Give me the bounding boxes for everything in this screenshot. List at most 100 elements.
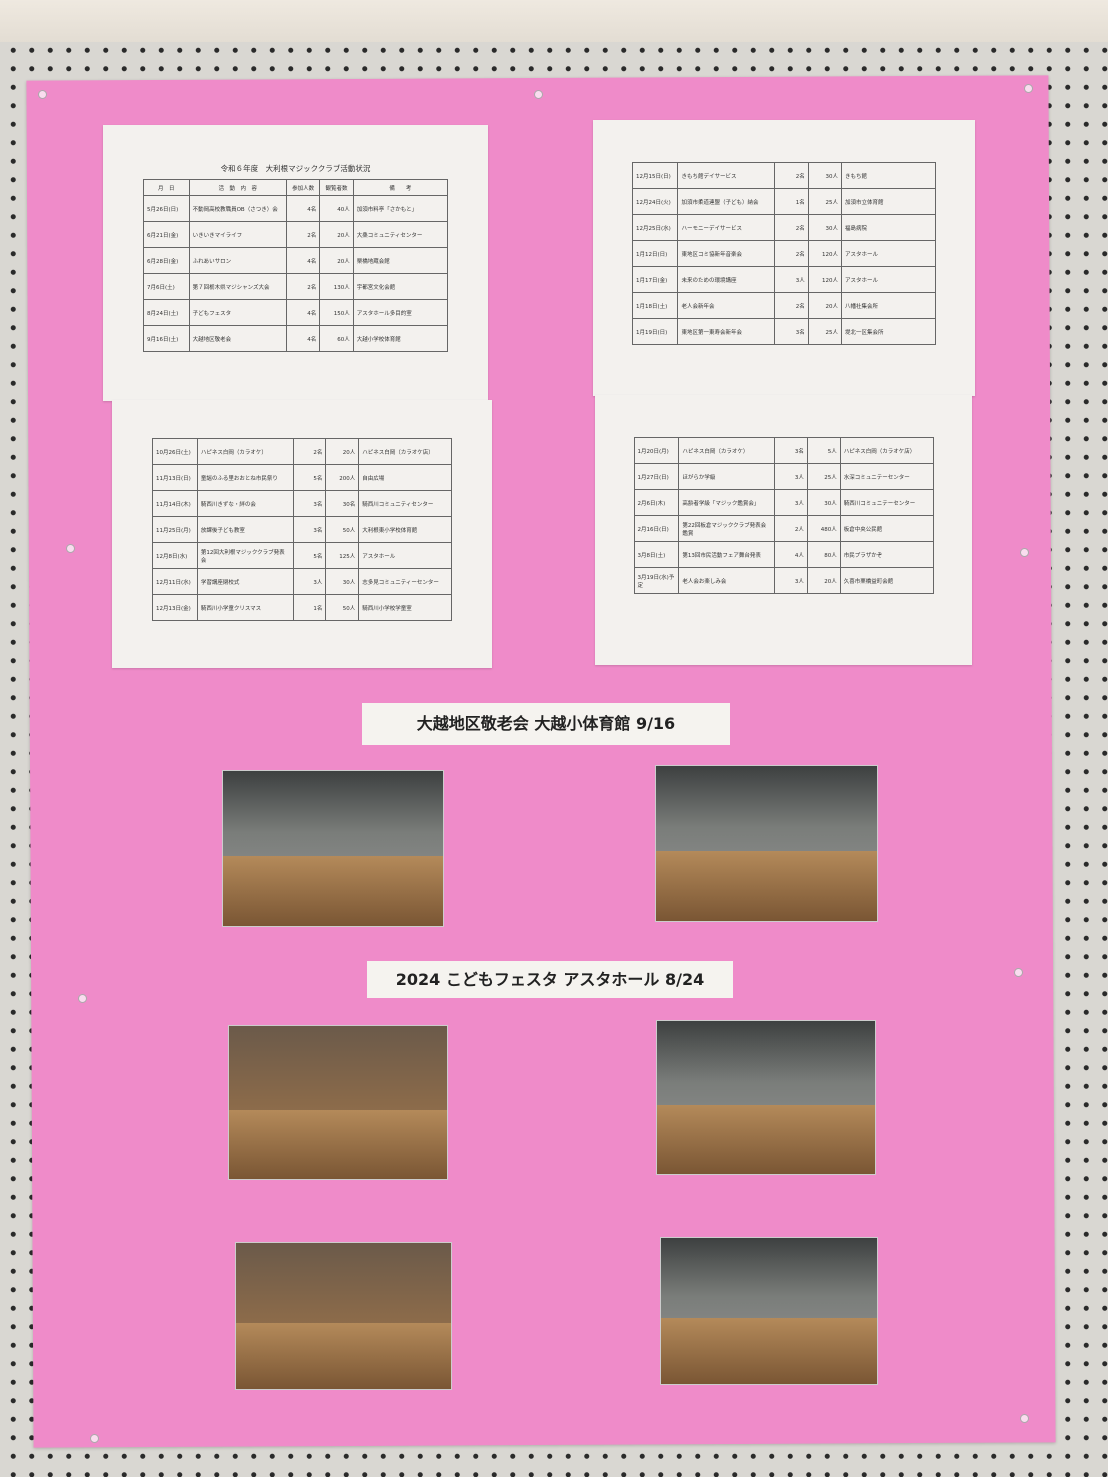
cell-date: 3月19日(水)予定 (633, 567, 680, 594)
header-activity: 活 動 内 容 (188, 179, 287, 196)
cell-date: 11月14日(木) (152, 490, 198, 517)
photo-keirokai-audience (222, 770, 444, 927)
cell-location: 自由広場 (358, 464, 452, 491)
cell-date: 1月12日(日) (631, 240, 679, 267)
cell-participants: 3人 (774, 567, 808, 594)
cell-activity: 第13回市民活動フェア舞台発表 (678, 541, 776, 568)
banner-keirokai: 大越地区敬老会 大越小体育館 9/16 (362, 703, 730, 745)
pushpin (1014, 968, 1023, 977)
cell-audience: 25人 (807, 318, 843, 345)
cell-location: 久喜市栗橋益町会館 (839, 567, 934, 594)
cell-date: 12月11日(水) (152, 568, 198, 595)
cell-participants: 5名 (292, 464, 327, 491)
table-row: 1月27日(日) ほがらか学級 3人 25人 水深コミュニテーセンター (633, 463, 934, 490)
cell-date: 5月26日(日) (143, 195, 190, 222)
cell-participants: 3人 (774, 463, 808, 490)
cell-activity: 学習講座閉校式 (196, 568, 294, 595)
cell-participants: 3名 (774, 437, 808, 464)
table-row: 12月13日(金) 騎西川小学童クリスマス 1名 50人 騎西川小学校学童室 (152, 594, 452, 621)
schedule-table: 10月26日(土) ハピネス白岡（カラオケ） 2名 20人 ハピネス白岡（カラオケ店） 1… (152, 438, 452, 621)
cell-participants: 2名 (285, 273, 321, 300)
cell-activity: 老人会お楽しみ会 (678, 567, 776, 594)
header-participants: 参加人数 (285, 179, 321, 196)
table-header: 月 日活 動 内 容参加人数 観覧者数備 考 (143, 179, 449, 196)
cell-participants: 4名 (285, 247, 321, 274)
cell-location: 騎西川コミュニテーセンター (839, 489, 934, 516)
cell-activity: 騎西川小学童クリスマス (196, 594, 294, 621)
cell-audience: 200人 (325, 464, 360, 491)
cell-participants: 3人 (292, 568, 327, 595)
cell-location: 志多見コミュニティーセンター (358, 568, 452, 595)
cell-audience: 20人 (807, 292, 843, 319)
table-row: 7月6日(土) 第７回栃木県マジシャンズ大会 2名 130人 宇都宮文化会館 (143, 273, 449, 300)
cell-participants: 2名 (285, 221, 321, 248)
cell-activity: 放課後子ども教室 (196, 516, 294, 543)
cell-date: 2月16日(日) (633, 515, 680, 542)
cell-audience: 30人 (806, 489, 841, 516)
cell-participants: 3名 (292, 516, 327, 543)
cell-audience: 30人 (325, 568, 360, 595)
cell-participants: 2名 (774, 214, 809, 241)
cell-activity: 未来のための環境講座 (677, 266, 776, 293)
photo-festa-3 (235, 1242, 452, 1390)
cell-date: 11月13日(日) (152, 464, 198, 491)
cell-activity: いきいきマイライフ (188, 221, 287, 248)
header-location: 備 考 (352, 179, 449, 196)
cell-date: 11月25日(月) (152, 516, 198, 543)
cell-location: アスタホール (841, 240, 936, 267)
cell-activity: 騎西川きずな・絆の会 (196, 490, 294, 517)
cell-date: 6月28日(金) (143, 247, 190, 274)
pushpin (1020, 548, 1029, 557)
cell-activity: 大越地区敬老会 (188, 325, 287, 352)
cell-activity: 第22回板倉マジッククラブ発表会鑑賞 (678, 515, 776, 542)
cell-activity: きもち館デイサービス (677, 162, 776, 189)
table-row: 12月24日(火) 加須市柔道連盟（子ども）納会 1名 25人 加須市立体育館 (631, 188, 936, 215)
cell-activity: ハピネス白岡（カラオケ） (196, 438, 294, 465)
cell-participants: 5名 (292, 542, 327, 569)
cell-location: 八幡社集会所 (841, 292, 936, 319)
cell-activity: ふれあいサロン (188, 247, 287, 274)
cell-activity: 不動岡高校教職員OB（さつき）会 (188, 195, 287, 222)
cell-date: 3月8日(土) (633, 541, 680, 568)
schedule-sheet-1: 令和６年度 大利根マジッククラブ活動状況 月 日活 動 内 容参加人数 観覧者数備… (103, 125, 488, 401)
table-row: 6月21日(金) いきいきマイライフ 2名 20人 大桑コミュニティセンター (143, 221, 449, 248)
cell-audience: 50人 (325, 516, 360, 543)
cell-location: 栗橋地蔵会館 (352, 247, 449, 274)
cell-audience: 125人 (325, 542, 360, 569)
cell-location: 宇都宮文化会館 (352, 273, 449, 300)
cell-participants: 4名 (285, 195, 321, 222)
table-row: 9月16日(土) 大越地区敬老会 4名 60人 大越小学校体育館 (143, 325, 449, 352)
cell-date: 6月21日(金) (143, 221, 190, 248)
table-row: 11月13日(日) 童謡のふる里おおとね市民祭り 5名 200人 自由広場 (152, 464, 452, 491)
table-row: 12月11日(水) 学習講座閉校式 3人 30人 志多見コミュニティーセンター (152, 568, 452, 595)
cell-activity: 東地区コミ協新年音楽会 (677, 240, 776, 267)
schedule-table: 1月20日(月) ハピネス白岡（カラオケ） 3名 5人 ハピネス白岡（カラオケ店） 1月2… (633, 437, 934, 594)
schedule-sheet-2: 10月26日(土) ハピネス白岡（カラオケ） 2名 20人 ハピネス白岡（カラオケ店） 1… (112, 400, 492, 668)
cell-location: ハピネス白岡（カラオケ店） (839, 437, 934, 464)
header-audience: 観覧者数 (319, 179, 354, 196)
cell-participants: 3人 (774, 266, 809, 293)
cell-activity: 第７回栃木県マジシャンズ大会 (188, 273, 287, 300)
cell-date: 12月24日(火) (631, 188, 679, 215)
photo-festa-4 (660, 1237, 878, 1385)
cell-location: ハピネス白岡（カラオケ店） (358, 438, 452, 465)
table-row: 1月12日(日) 東地区コミ協新年音楽会 2名 120人 アスタホール (631, 240, 936, 267)
cell-audience: 150人 (319, 299, 354, 326)
cell-date: 12月25日(水) (631, 214, 679, 241)
cell-audience: 120人 (807, 240, 843, 267)
table-row: 2月6日(木) 高齢者学級「マジック鑑賞会」 3人 30人 騎西川コミュニテーセンター (633, 489, 934, 516)
cell-participants: 4名 (285, 325, 321, 352)
cell-location: 加須市料亭「さかもと」 (352, 195, 449, 222)
cell-audience: 20人 (806, 567, 841, 594)
cell-activity: 老人会新年会 (677, 292, 776, 319)
cell-activity: 高齢者学級「マジック鑑賞会」 (678, 489, 776, 516)
cell-location: 騎西川小学校学童室 (358, 594, 452, 621)
cell-audience: 480人 (806, 515, 841, 542)
pushpin (66, 544, 75, 553)
table-row: 6月28日(金) ふれあいサロン 4名 20人 栗橋地蔵会館 (143, 247, 449, 274)
cell-location: 大桑コミュニティセンター (352, 221, 449, 248)
cell-location: 加須市立体育館 (841, 188, 936, 215)
table-row: 12月15日(日) きもち館デイサービス 2名 30人 きもち館 (631, 162, 936, 189)
cell-audience: 40人 (319, 195, 354, 222)
cell-participants: 2名 (292, 438, 327, 465)
